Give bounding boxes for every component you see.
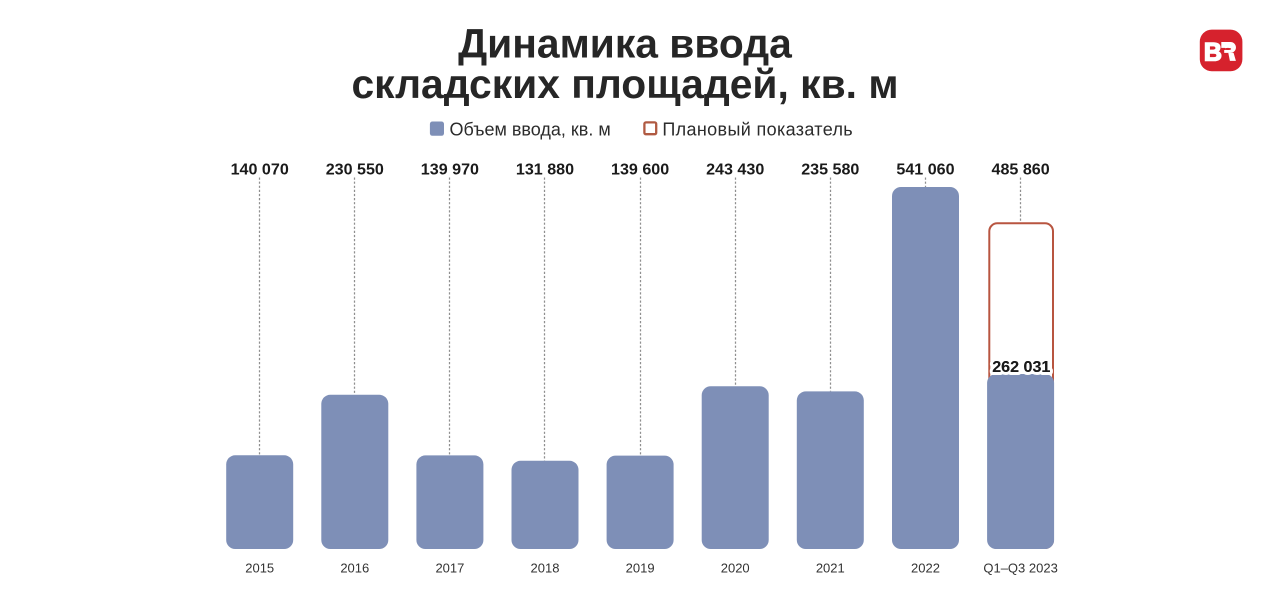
- svg-text:2018: 2018: [531, 561, 560, 576]
- svg-text:140 070: 140 070: [231, 161, 289, 179]
- svg-text:2016: 2016: [340, 561, 369, 576]
- svg-text:2019: 2019: [626, 561, 655, 576]
- svg-text:B: B: [1204, 38, 1222, 66]
- svg-text:243 430: 243 430: [706, 161, 764, 179]
- svg-text:Плановый показатель: Плановый показатель: [662, 120, 853, 140]
- svg-text:262 031: 262 031: [992, 358, 1050, 376]
- svg-text:2017: 2017: [435, 561, 464, 576]
- svg-text:131 880: 131 880: [516, 161, 574, 179]
- svg-text:Динамика ввода: Динамика ввода: [458, 20, 792, 66]
- svg-text:139 970: 139 970: [421, 161, 479, 179]
- svg-text:складских площадей, кв. м: складских площадей, кв. м: [351, 61, 898, 107]
- svg-text:Объем ввода, кв. м: Объем ввода, кв. м: [450, 120, 611, 140]
- svg-text:235 580: 235 580: [801, 161, 859, 179]
- svg-text:2020: 2020: [721, 561, 750, 576]
- svg-text:2021: 2021: [816, 561, 845, 576]
- svg-text:230 550: 230 550: [326, 161, 384, 179]
- svg-text:2022: 2022: [911, 561, 940, 576]
- svg-text:485 860: 485 860: [992, 161, 1050, 179]
- svg-text:139 600: 139 600: [611, 161, 669, 179]
- svg-text:262 031: 262 031: [992, 358, 1050, 376]
- svg-text:Q1–Q3 2023: Q1–Q3 2023: [983, 561, 1057, 576]
- svg-text:541 060: 541 060: [896, 161, 954, 179]
- svg-text:2015: 2015: [245, 561, 274, 576]
